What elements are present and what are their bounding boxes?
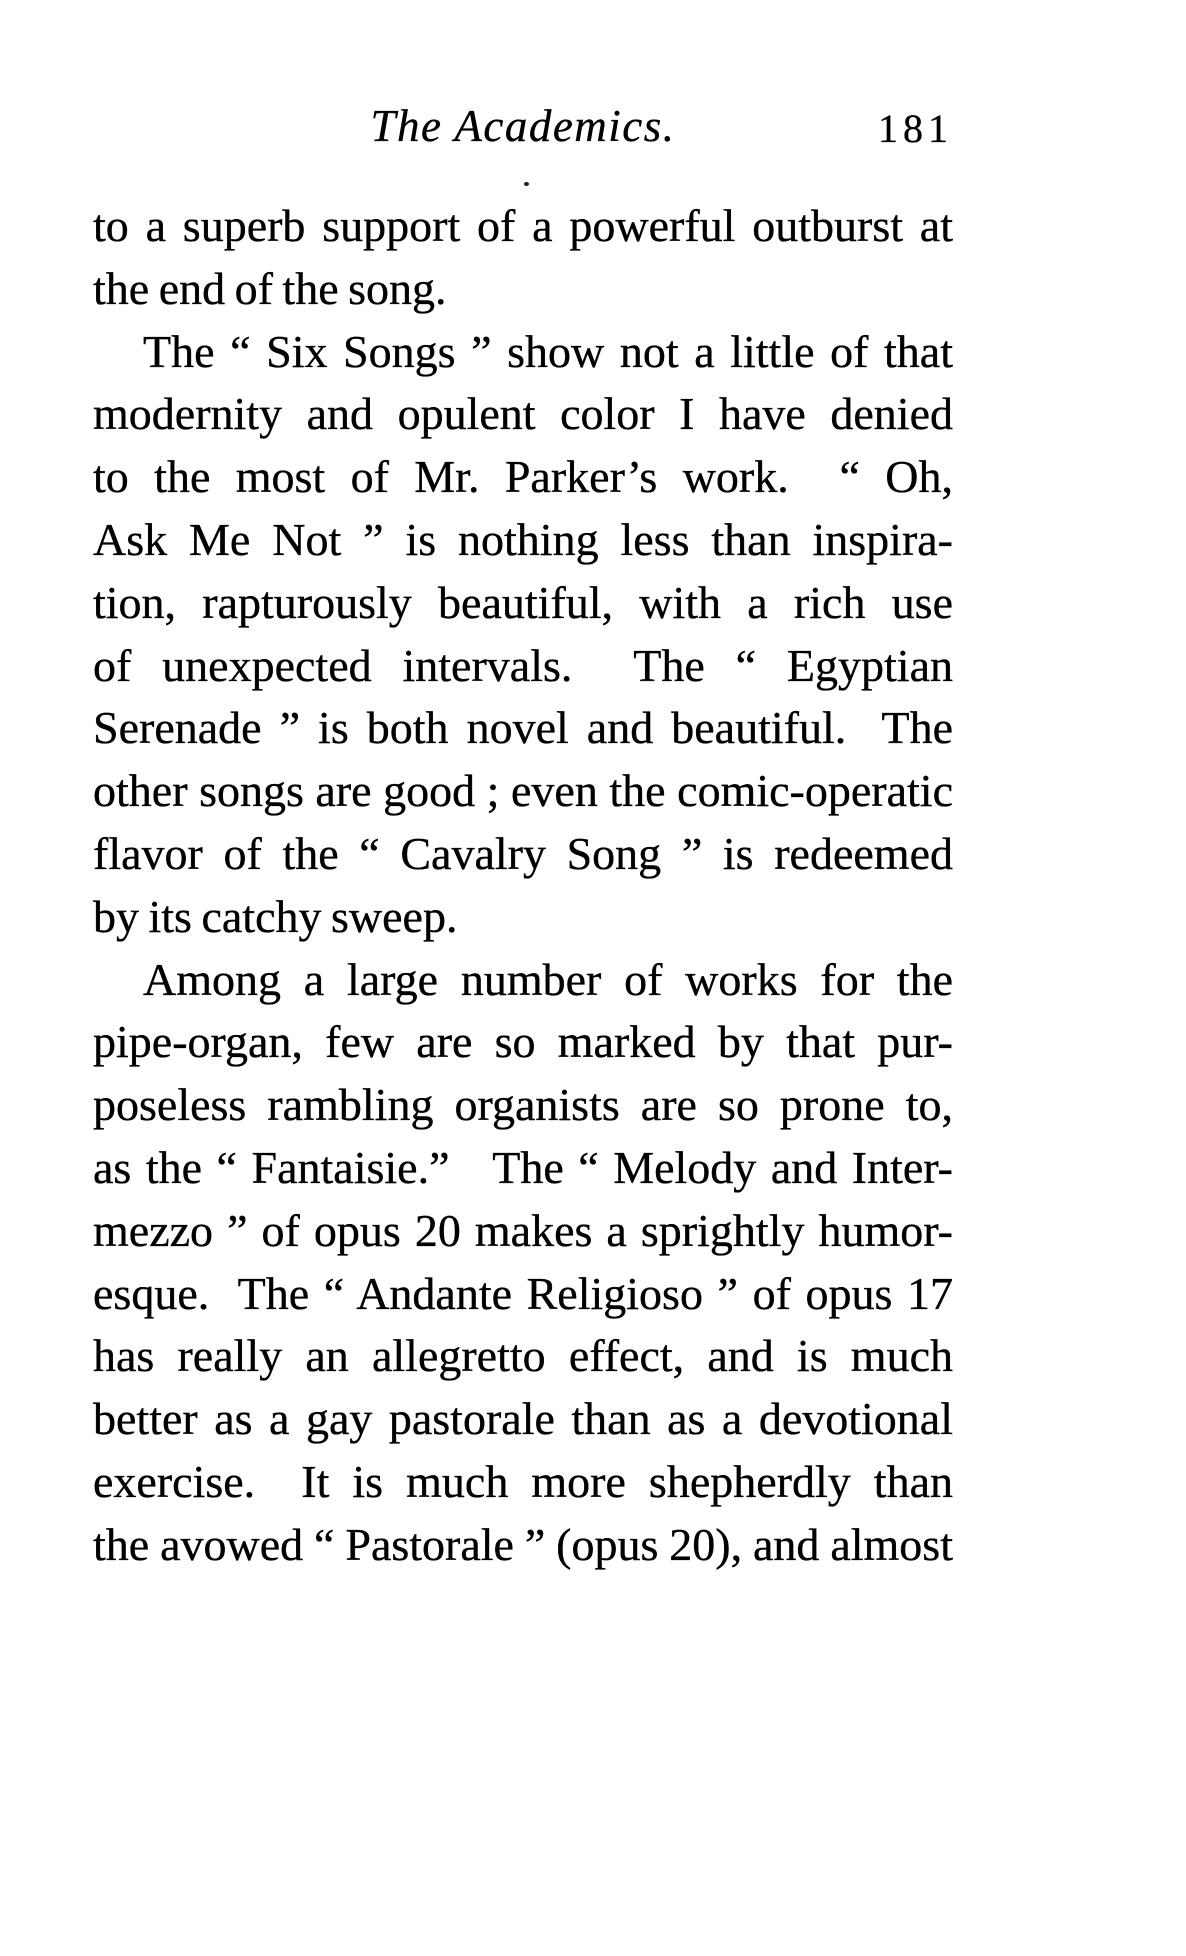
text-line: The “ Six Songs ” show not a little of t… bbox=[143, 325, 953, 377]
text-line: has really an allegretto effect, and is … bbox=[93, 1330, 953, 1382]
text-line: other songs are good ; even the comic-op… bbox=[93, 765, 953, 817]
text-line: Among a large number of works for the bbox=[143, 953, 953, 1005]
text-line: pipe-organ, few are so marked by that pu… bbox=[93, 1016, 953, 1068]
text-line: esque. The “ Andante Religioso ” of opus… bbox=[93, 1267, 953, 1319]
header-title: The Academics. bbox=[370, 101, 676, 151]
text-line: to the most of Mr. Parker’s work. “ Oh, bbox=[93, 451, 953, 503]
text-line: of unexpected intervals. The “ Egyptian bbox=[93, 639, 953, 691]
text-line: the avowed “ Pastorale ” (opus 20), and … bbox=[93, 1518, 953, 1570]
text-line: Serenade ” is both novel and beautiful. … bbox=[93, 702, 953, 754]
text-line: the end of the song. bbox=[93, 262, 447, 314]
text-line: flavor of the “ Cavalry Song ” is redeem… bbox=[93, 827, 953, 879]
running-header: The Academics. 181 bbox=[93, 95, 953, 158]
text-line: Ask Me Not ” is nothing less than inspir… bbox=[93, 513, 953, 565]
text-line: better as a gay pastorale than as a devo… bbox=[93, 1393, 953, 1445]
text-line: as the “ Fantaisie.” The “ Melody and In… bbox=[93, 1141, 953, 1193]
text-line: modernity and opulent color I have denie… bbox=[93, 388, 953, 440]
text-line: to a superb support of a powerful outbur… bbox=[93, 200, 953, 251]
page-number: 181 bbox=[878, 106, 953, 151]
scan-speck bbox=[524, 182, 529, 186]
text-line: poseless rambling organists are so prone… bbox=[93, 1079, 953, 1131]
text-lines: to a superb support of a powerful outbur… bbox=[93, 195, 953, 1577]
text-line: by its catchy sweep. bbox=[93, 890, 458, 942]
text-line: mezzo ” of opus 20 makes a sprightly hum… bbox=[93, 1204, 953, 1256]
text-line: exercise. It is much more shepherdly tha… bbox=[93, 1455, 953, 1507]
text-line: tion, rapturously beautiful, with a rich… bbox=[93, 576, 953, 628]
